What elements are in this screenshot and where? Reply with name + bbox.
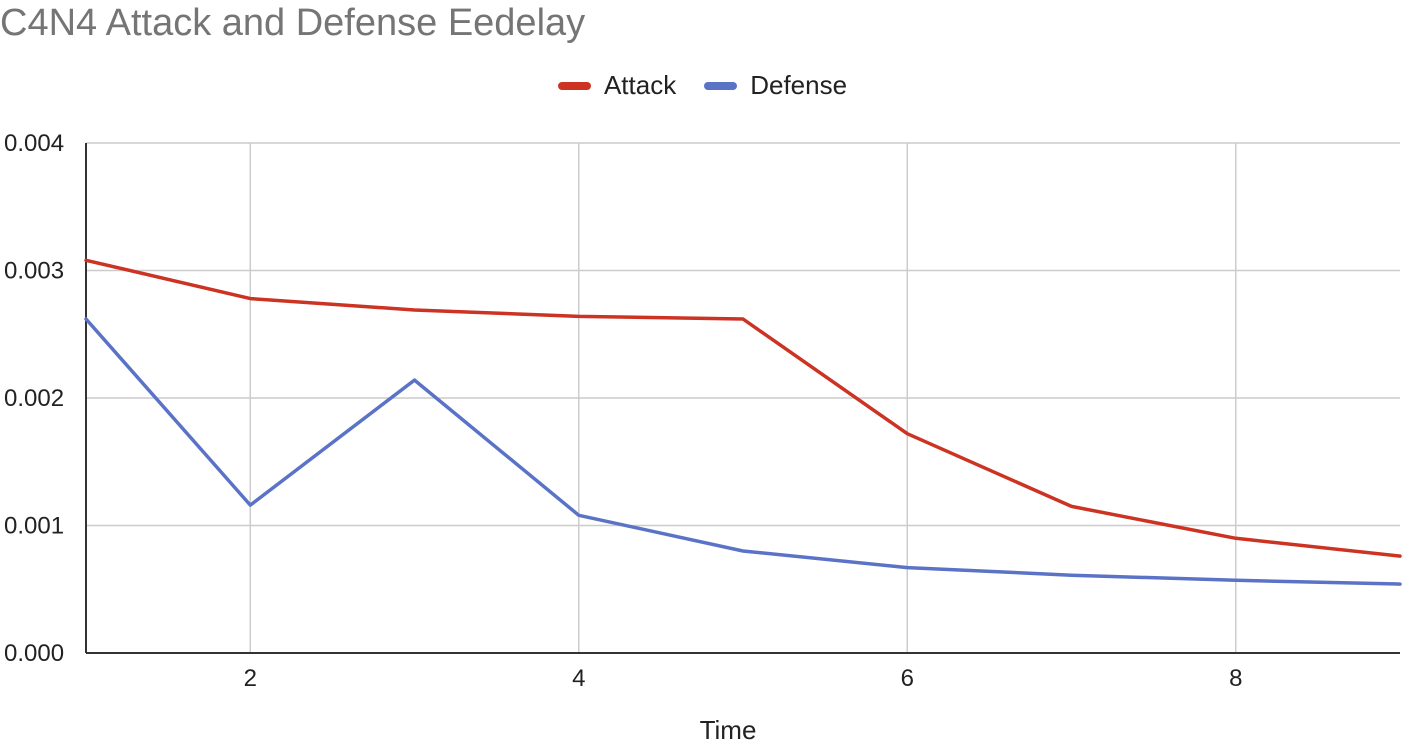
x-tick-label: 2	[244, 665, 257, 692]
legend-item-defense: Defense	[704, 70, 847, 101]
x-tick-label: 8	[1229, 665, 1242, 692]
series-line-defense	[84, 317, 1402, 586]
y-tick-label: 0.001	[4, 513, 64, 540]
gridlines	[86, 142, 1400, 653]
y-tick-label: 0.002	[4, 385, 64, 412]
x-axis-title: Time	[700, 715, 757, 745]
series-line-attack	[84, 258, 1402, 558]
chart-title: C4N4 Attack and Defense Eedelay	[0, 2, 586, 44]
series-lines	[84, 258, 1402, 586]
legend-label-attack: Attack	[603, 70, 677, 100]
legend: Attack Defense	[0, 70, 1405, 101]
legend-item-attack: Attack	[557, 70, 677, 101]
y-tick-label: 0.003	[4, 258, 64, 285]
legend-swatch-attack	[557, 81, 591, 90]
x-tick-label: 4	[572, 665, 585, 692]
axes	[85, 143, 1400, 654]
y-tick-label: 0.000	[4, 640, 64, 667]
legend-swatch-defense	[704, 81, 738, 90]
legend-label-defense: Defense	[750, 70, 848, 100]
x-tick-label: 6	[901, 665, 914, 692]
y-tick-label: 0.004	[4, 130, 64, 157]
tick-labels: 0.000 0.001 0.002 0.003 0.004 2 4 6 8	[4, 130, 1242, 692]
